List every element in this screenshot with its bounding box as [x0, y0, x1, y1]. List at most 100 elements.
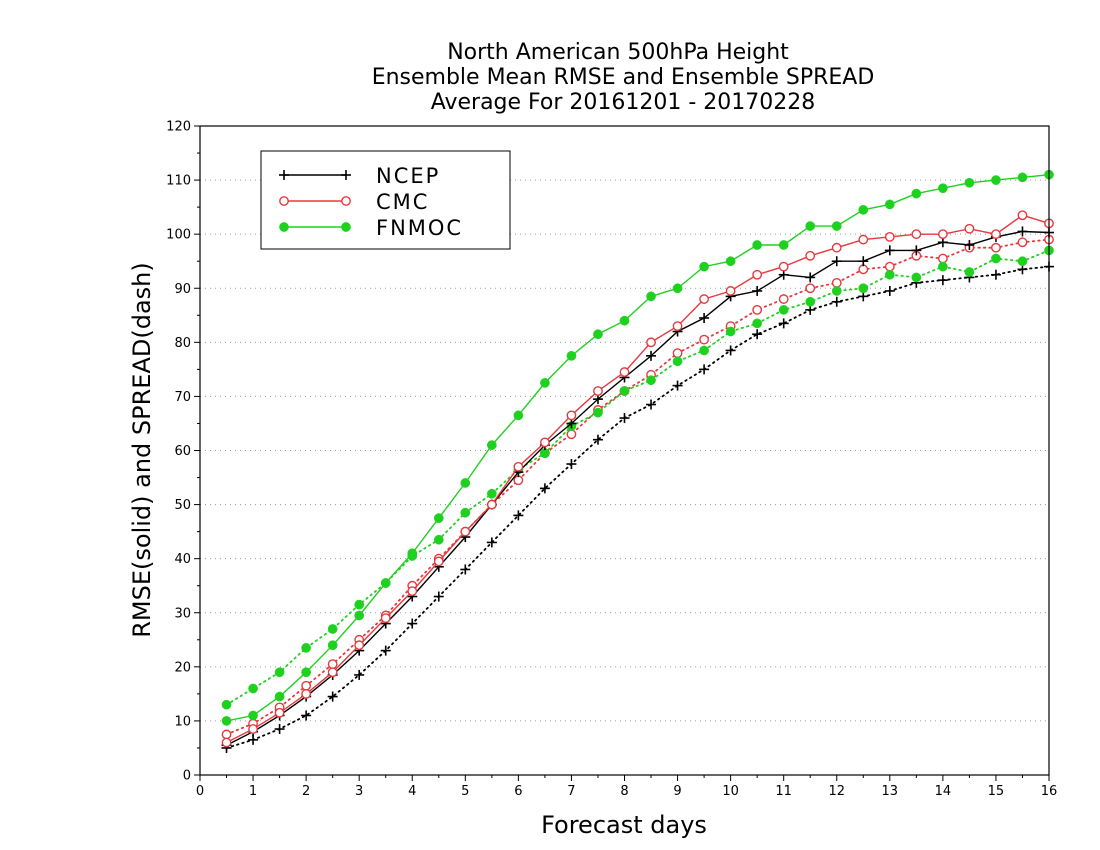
data-point-fnmoc-rmse [248, 710, 258, 721]
data-point-fnmoc-rmse [619, 315, 630, 326]
data-point-fnmoc-spread [858, 283, 869, 294]
legend-label: FNMOC [376, 216, 463, 240]
data-point-fnmoc-rmse [646, 291, 656, 302]
data-point-ncep-spread [380, 645, 391, 656]
data-point-fnmoc-rmse [831, 221, 842, 231]
data-point-cmc-rmse [752, 269, 763, 280]
data-point-fnmoc-spread [274, 667, 285, 678]
data-point-fnmoc-spread [938, 261, 948, 272]
legend-label: NCEP [376, 164, 440, 188]
data-point-fnmoc-spread [805, 296, 816, 307]
chart-title: North American 500hPa Height Ensemble Me… [372, 40, 875, 115]
data-point-cmc-rmse [221, 737, 232, 748]
data-point-fnmoc-spread [460, 507, 471, 518]
series-ncep-rmse [221, 226, 1054, 751]
data-point-ncep-spread [486, 537, 497, 548]
data-point-ncep-spread [752, 329, 763, 340]
data-point-fnmoc-rmse [274, 691, 285, 702]
data-point-cmc-spread [937, 253, 948, 264]
y-tick-label: 110 [166, 174, 191, 189]
data-point-cmc-spread [513, 475, 524, 486]
chart-title-line-1: North American 500hPa Height [447, 40, 789, 65]
data-point-fnmoc-rmse [858, 204, 869, 215]
data-point-fnmoc-rmse [566, 351, 577, 361]
legend-item-ncep: NCEP [279, 164, 440, 188]
data-point-cmc-spread [752, 304, 763, 315]
data-point-ncep-spread [778, 318, 789, 329]
data-point-fnmoc-rmse [938, 183, 948, 194]
data-point-cmc-spread [221, 729, 232, 740]
data-point-fnmoc-rmse [540, 378, 550, 388]
data-point-ncep-spread [566, 459, 577, 470]
data-point-ncep-spread [539, 483, 550, 494]
data-point-cmc-spread [327, 659, 338, 670]
series-line-ncep-spread [225, 265, 1050, 749]
data-point-fnmoc-rmse [778, 240, 789, 250]
legend-box [260, 150, 511, 250]
data-point-cmc-spread [699, 334, 709, 345]
data-point-fnmoc-spread [991, 253, 1001, 264]
data-point-ncep-spread [460, 564, 471, 575]
y-tick-label: 10 [174, 714, 191, 729]
data-point-fnmoc-rmse [672, 283, 683, 294]
data-point-cmc-rmse [566, 410, 577, 421]
data-point-ncep-spread [301, 710, 312, 721]
x-axis-label: Forecast days [541, 811, 707, 839]
data-point-fnmoc-spread [778, 305, 789, 315]
legend-item-cmc: CMC [279, 190, 427, 214]
data-point-cmc-spread [301, 680, 312, 691]
data-point-cmc-rmse [619, 367, 630, 377]
series-fnmoc-rmse [221, 169, 1054, 726]
y-tick-label: 60 [174, 444, 191, 459]
data-point-cmc-rmse [433, 556, 444, 567]
data-point-fnmoc-rmse [593, 329, 603, 340]
data-point-fnmoc-spread [619, 386, 630, 396]
y-axis: 0 10 20 30 40 50 60 70 80 90 100 110 120 [166, 120, 200, 784]
legend-marker-end [341, 170, 351, 180]
data-point-fnmoc-rmse [460, 478, 471, 488]
data-point-cmc-spread [831, 277, 842, 288]
series-line-cmc-spread [225, 238, 1050, 736]
data-point-fnmoc-spread [964, 267, 975, 277]
x-tick-label: 9 [673, 784, 681, 799]
data-point-cmc-rmse [778, 261, 789, 272]
data-point-cmc-rmse [991, 229, 1001, 240]
data-point-fnmoc-spread [831, 286, 842, 296]
data-point-ncep-spread [592, 434, 603, 445]
data-point-fnmoc-rmse [354, 610, 365, 621]
data-point-cmc-rmse [460, 526, 471, 537]
data-point-fnmoc-rmse [964, 177, 975, 188]
data-point-ncep-rmse [911, 245, 922, 256]
data-point-ncep-spread [646, 399, 657, 410]
data-point-cmc-rmse [858, 234, 869, 245]
data-point-fnmoc-spread [725, 326, 736, 337]
series-line-cmc-rmse [226, 214, 1050, 744]
legend-marker-end [341, 222, 351, 232]
data-point-fnmoc-rmse [433, 513, 444, 523]
data-point-cmc-spread [778, 294, 789, 304]
data-point-fnmoc-spread [486, 488, 497, 499]
x-tick-label: 7 [567, 784, 575, 799]
data-point-cmc-spread [858, 264, 869, 275]
data-point-cmc-rmse [513, 461, 524, 472]
data-point-cmc-rmse [274, 707, 285, 718]
data-point-cmc-rmse [1017, 210, 1028, 221]
data-point-fnmoc-spread [593, 407, 603, 418]
data-point-fnmoc-rmse [380, 578, 391, 588]
x-tick-label: 4 [408, 784, 416, 799]
y-tick-label: 80 [174, 336, 191, 351]
data-point-cmc-spread [566, 429, 577, 440]
chart-title-line-2: Ensemble Mean RMSE and Ensemble SPREAD [372, 65, 875, 90]
data-point-fnmoc-rmse [221, 716, 232, 726]
data-point-fnmoc-spread [354, 599, 365, 610]
legend-marker-start [279, 196, 289, 206]
series-cmc-spread [221, 234, 1054, 740]
data-point-fnmoc-spread [248, 683, 258, 694]
data-point-ncep-rmse [1017, 226, 1028, 237]
data-point-cmc-spread [672, 348, 683, 359]
data-point-cmc-rmse [805, 250, 816, 261]
x-tick-label: 3 [355, 784, 363, 799]
data-point-ncep-spread [990, 269, 1001, 280]
